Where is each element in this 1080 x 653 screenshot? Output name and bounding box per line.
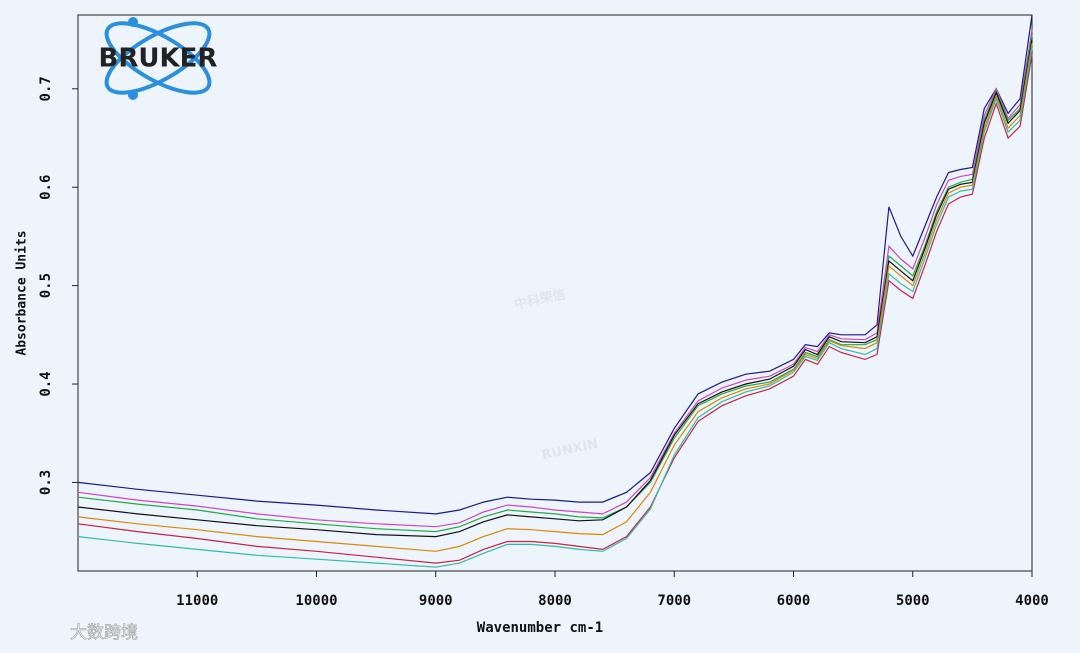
- logo-orbit: [104, 21, 212, 95]
- spectrum-line: [77, 43, 1033, 552]
- credit: 大数跨境: [70, 623, 138, 643]
- spectrum-line: [77, 29, 1033, 528]
- x-tick-label: 11000: [176, 593, 218, 609]
- x-tick-label: 4000: [1015, 593, 1049, 609]
- y-tick-label: 0.7: [38, 76, 54, 101]
- spectrum-line: [77, 47, 1033, 568]
- x-tick-label: 6000: [777, 593, 811, 609]
- logo-dot: [128, 90, 138, 100]
- x-tick-label: 9000: [419, 593, 453, 609]
- x-tick-label: 7000: [657, 593, 691, 609]
- x-tick-label: 8000: [538, 593, 572, 609]
- x-tick-label: 10000: [295, 593, 337, 609]
- y-axis-title: Absorbance Units: [15, 230, 30, 355]
- y-tick-label: 0.3: [38, 470, 54, 495]
- x-tick-label: 5000: [896, 593, 930, 609]
- spectrum-line: [77, 39, 1033, 538]
- spectrum-line: [77, 14, 1033, 515]
- y-tick-label: 0.6: [38, 175, 54, 200]
- logo-orbit: [104, 21, 212, 95]
- logo-text: BRUKER: [99, 44, 218, 74]
- spectrum-line: [77, 54, 1033, 564]
- spectrum-line: [77, 34, 1033, 533]
- logo: BRUKER: [99, 17, 218, 100]
- x-axis-title: Wavenumber cm-1: [477, 620, 603, 636]
- logo-dot: [128, 17, 138, 27]
- y-tick-label: 0.4: [38, 371, 54, 396]
- y-tick-label: 0.5: [38, 273, 54, 298]
